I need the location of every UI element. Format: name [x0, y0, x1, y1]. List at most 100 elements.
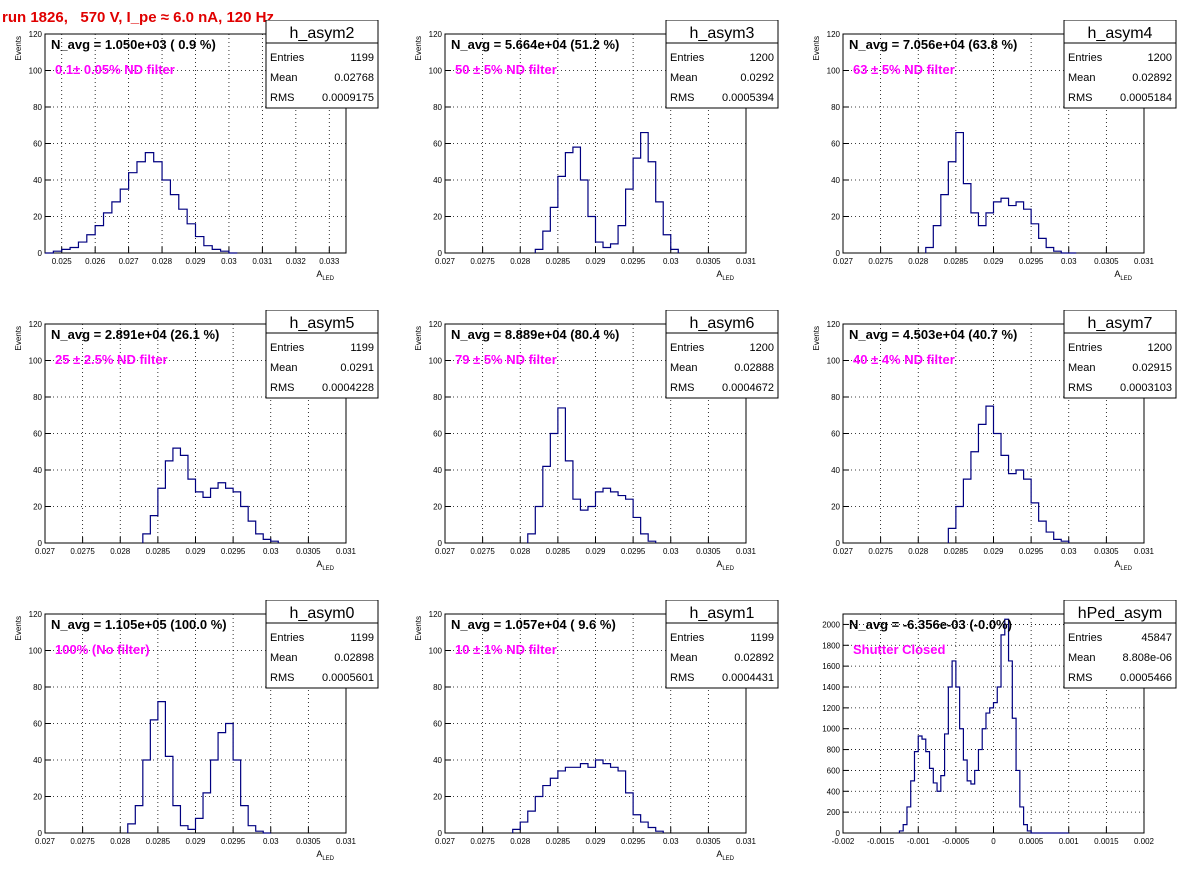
histogram-bin: [648, 162, 656, 253]
stats-rms-value: 0.0005184: [1120, 92, 1172, 104]
x-axis-label-sub: LED: [722, 276, 734, 282]
y-tick-label: 20: [831, 503, 840, 512]
histogram-bin: [618, 226, 626, 253]
y-tick-label: 100: [827, 67, 841, 76]
stats-rms-label: RMS: [1068, 382, 1092, 394]
y-tick-label: 0: [836, 829, 841, 838]
x-tick-label: 0.031: [1134, 547, 1155, 556]
histogram-bin: [550, 434, 558, 544]
histogram-bin: [948, 162, 956, 253]
y-tick-label: 80: [433, 683, 442, 692]
histogram-bin: [1024, 209, 1032, 253]
navg-label: N_avg = 4.503e+04 (40.7 %): [849, 327, 1017, 342]
x-axis-label-main: A: [716, 559, 722, 569]
filter-annotation: 79 ± 5% ND filter: [455, 352, 557, 367]
y-tick-label: 60: [831, 140, 840, 149]
histogram-bin: [241, 507, 249, 544]
x-tick-label: -0.001: [907, 837, 930, 846]
y-axis-label: Events: [414, 36, 423, 60]
y-tick-label: 2000: [822, 620, 840, 629]
stats-box-frame: [1063, 309, 1177, 399]
stats-rms-value: 0.0004431: [722, 672, 774, 684]
histogram-bin: [165, 461, 173, 543]
x-tick-label: 0.031: [336, 547, 357, 556]
y-tick-label: 1200: [822, 704, 840, 713]
y-tick-label: 20: [33, 503, 42, 512]
y-tick-label: 80: [33, 683, 42, 692]
x-tick-label: 0.031: [336, 837, 357, 846]
histogram-bin: [550, 207, 558, 253]
x-tick-label: 0.002: [1134, 837, 1155, 846]
histogram-bin: [196, 237, 204, 253]
y-tick-label: 0: [836, 539, 841, 548]
x-axis-label: ALED: [316, 269, 334, 282]
x-tick-label: 0.0295: [621, 257, 646, 266]
x-tick-label: 0.001: [1059, 837, 1080, 846]
x-tick-label: 0.03: [663, 547, 679, 556]
navg-label: N_avg = 2.891e+04 (26.1 %): [51, 327, 219, 342]
stats-box: h_asym5 Entries 1199 Mean 0.0291 RMS 0.0004228: [265, 309, 379, 399]
y-tick-label: 40: [433, 756, 442, 765]
histogram-bin: [158, 702, 166, 833]
stats-entries-label: Entries: [670, 342, 705, 354]
histogram-bin: [626, 793, 634, 833]
histogram-bin: [1039, 238, 1047, 253]
stats-box-title: h_asym1: [690, 605, 755, 622]
navg-label: N_avg = 1.050e+03 ( 0.9 %): [51, 37, 216, 52]
x-tick-label: 0.026: [85, 257, 106, 266]
x-axis-label: ALED: [1114, 269, 1132, 282]
histogram-bin: [1031, 224, 1039, 253]
y-tick-label: 80: [831, 103, 840, 112]
histogram-panel-h_asym0: 0.027 0.0275 0.028 0.0285 0.029 0.0295 0.03 0.0…: [0, 599, 398, 875]
stats-mean-value: 0.02915: [1132, 362, 1172, 374]
stats-entries-value: 1200: [1148, 52, 1172, 64]
histogram-bins: [898, 618, 1069, 834]
histogram-h_asym0: 0.027 0.0275 0.028 0.0285 0.029 0.0295 0.03 0.0…: [14, 599, 379, 862]
stats-rms-value: 0.0003103: [1120, 382, 1172, 394]
histogram-panel-hPed_asym: -0.002 -0.0015 -0.001 -0.0005 0 0.0005 0.001 0.…: [798, 599, 1196, 875]
stats-box-title: h_asym3: [690, 25, 755, 42]
x-tick-label: 0.03: [1061, 257, 1077, 266]
stats-box-title: h_asym4: [1088, 25, 1153, 42]
stats-entries-label: Entries: [1068, 52, 1103, 64]
x-axis-label-sub: LED: [322, 566, 334, 572]
histogram-panel-h_asym4: 0.027 0.0275 0.028 0.0285 0.029 0.0295 0.03 0.0…: [798, 19, 1196, 295]
x-tick-label: 0.0285: [546, 547, 571, 556]
stats-box-frame: [665, 19, 779, 109]
y-axis-label: Events: [14, 326, 23, 350]
histogram-bin: [573, 147, 581, 253]
x-tick-label: 0.03: [221, 257, 237, 266]
histogram-bin: [580, 510, 588, 543]
x-tick-label: 0.029: [185, 547, 206, 556]
filter-annotation: 25 ± 2.5% ND filter: [55, 352, 168, 367]
histogram-bin: [248, 521, 256, 543]
y-tick-label: 600: [827, 766, 841, 775]
x-tick-label: -0.0005: [942, 837, 970, 846]
y-tick-label: 20: [433, 213, 442, 222]
histogram-panel-h_asym5: 0.027 0.0275 0.028 0.0285 0.029 0.0295 0.03 0.0…: [0, 309, 398, 585]
navg-label: N_avg = 1.057e+04 ( 9.6 %): [451, 617, 616, 632]
x-axis-label: ALED: [716, 559, 734, 572]
histogram-bin: [941, 195, 949, 253]
stats-box: h_asym7 Entries 1200 Mean 0.02915 RMS 0.000310…: [1063, 309, 1177, 399]
y-tick-label: 20: [433, 503, 442, 512]
stats-entries-value: 1199: [750, 632, 774, 644]
stats-rms-label: RMS: [670, 672, 694, 684]
navg-label: N_avg = 1.105e+05 (100.0 %): [51, 617, 227, 632]
x-tick-label: 0.031: [252, 257, 273, 266]
histogram-bin: [520, 822, 528, 833]
y-tick-label: 80: [831, 393, 840, 402]
x-tick-label: 0.0305: [1094, 547, 1119, 556]
x-tick-label: 0.0295: [221, 547, 246, 556]
stats-rms-value: 0.0004228: [322, 382, 374, 394]
histogram-bin: [990, 708, 994, 833]
stats-box: h_asym0 Entries 1199 Mean 0.02898 RMS 0.000560…: [265, 599, 379, 689]
histogram-bin: [611, 767, 619, 833]
histogram-bin: [971, 452, 979, 543]
histogram-bin: [543, 231, 551, 253]
x-tick-label: 0.031: [1134, 257, 1155, 266]
stats-box-title: h_asym5: [290, 315, 355, 332]
histogram-panel-h_asym3: 0.027 0.0275 0.028 0.0285 0.029 0.0295 0.03 0.0…: [400, 19, 798, 295]
x-axis-label-sub: LED: [1120, 276, 1132, 282]
y-tick-label: 40: [33, 466, 42, 475]
